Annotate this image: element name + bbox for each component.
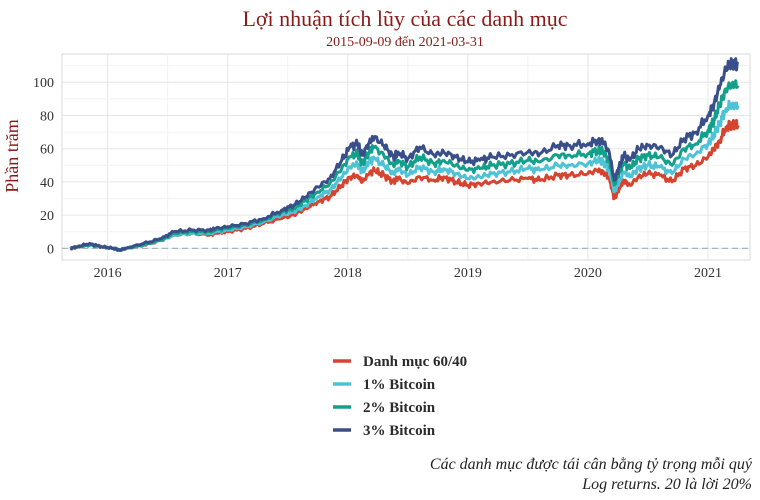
x-tick-label: 2016 [94,266,122,281]
chart-title: Lợi nhuận tích lũy của các danh mục [242,6,567,31]
legend-label: 1% Bitcoin [363,377,436,393]
x-tick-label: 2018 [334,266,362,281]
x-tick-label: 2020 [574,266,602,281]
legend-label: Danh mục 60/40 [363,354,467,370]
x-tick-labels: 2016 2017 2018 2019 2020 2021 [94,266,722,281]
x-tick-label: 2017 [214,266,242,281]
y-tick-label: 80 [40,109,54,124]
y-tick-labels: 0 20 40 60 80 100 [33,76,54,257]
y-tick-label: 40 [40,176,54,191]
y-tick-label: 20 [40,209,54,224]
chart-subtitle: 2015-09-09 đến 2021-03-31 [326,35,484,50]
x-tick-label: 2019 [454,266,482,281]
legend-label: 3% Bitcoin [363,423,436,439]
series-line-4 [69,57,740,252]
series-lines [69,57,740,253]
y-axis-label: Phần trăm [2,119,22,193]
x-tick-label: 2021 [694,266,722,281]
y-tick-label: 0 [47,242,54,257]
y-tick-label: 60 [40,143,54,158]
caption-line-1: Các danh mục được tái cân bằng tỷ trọng … [430,456,753,473]
legend: Danh mục 60/40 1% Bitcoin 2% Bitcoin 3% Bit… [333,354,467,439]
legend-label: 2% Bitcoin [363,400,436,416]
caption-line-2: Log returns. 20 là lời 20% [581,476,752,493]
y-tick-label: 100 [33,76,54,91]
